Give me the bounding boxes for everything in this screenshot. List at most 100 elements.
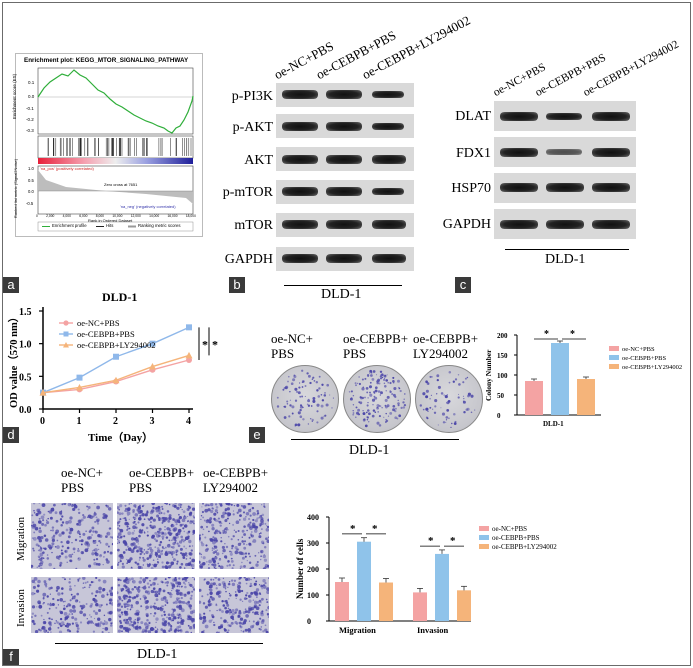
transwell-cell (35, 543, 39, 547)
chart-d-xlabel: Time（Day） (88, 431, 153, 444)
transwell-cell (106, 515, 108, 518)
chart-d-sig-star: * (202, 338, 208, 352)
transwell-cell (102, 516, 106, 520)
colony-dot (352, 394, 355, 397)
transwell-cell (243, 577, 246, 579)
transwell-cell (234, 546, 238, 550)
transwell-cell (241, 622, 245, 626)
transwell-cell (259, 593, 262, 596)
chart-f-bar (335, 582, 349, 621)
colony-label-2: oe-CEBPB+ PBS (343, 331, 408, 361)
transwell-cell (143, 549, 146, 551)
transwell-cell (104, 627, 109, 631)
transwell-cell (218, 631, 221, 633)
transwell-cell (212, 540, 216, 545)
transwell-cell (96, 520, 99, 523)
colony-dot (445, 416, 449, 419)
transwell-cell (118, 554, 122, 558)
transwell-cell (124, 510, 126, 512)
transwell-cell (247, 577, 251, 581)
transwell-cell (146, 557, 150, 560)
transwell-cell (142, 556, 145, 559)
transwell-cell (187, 624, 190, 627)
colony-dot (372, 404, 374, 406)
transwell-cell (126, 603, 130, 608)
transwell-cell (247, 503, 251, 506)
transwell-cell (68, 581, 71, 584)
transwell-cell (253, 577, 256, 579)
transwell-cell (224, 588, 227, 590)
colony-dot (429, 397, 431, 400)
transwell-cell (141, 523, 145, 527)
transwell-cell (226, 603, 230, 607)
transwell-cell (255, 563, 259, 567)
transwell-cell (203, 519, 206, 522)
gsea-zero-cross: Zero cross at 7651 (104, 182, 138, 187)
transwell-cell (31, 537, 34, 540)
transwell-cell (189, 597, 193, 600)
transwell-cell (231, 547, 234, 550)
transwell-cell (249, 503, 252, 506)
transwell-cell (144, 622, 148, 626)
transwell-cell (158, 534, 161, 538)
transwell-cell (171, 539, 173, 541)
transwell-cell (254, 519, 258, 523)
transwell-cell (156, 590, 161, 594)
colony-dot (323, 415, 325, 417)
tw-label-3: oe-CEBPB+ LY294002 (203, 465, 268, 495)
transwell-cell (43, 513, 46, 516)
transwell-cell (76, 523, 79, 525)
transwell-cell (144, 513, 148, 517)
colony-dot (294, 387, 298, 391)
transwell-cell (137, 510, 142, 514)
chart-e-y-tick-label: 0 (497, 412, 501, 420)
transwell-cell (218, 565, 221, 568)
transwell-cell (68, 526, 71, 529)
transwell-cell (235, 597, 237, 600)
transwell-cell (232, 564, 235, 567)
transwell-cell (175, 617, 177, 620)
chart-f-sig-star: * (372, 523, 378, 535)
transwell-cell (200, 553, 203, 556)
transwell-cell (51, 542, 55, 546)
transwell-cell (155, 556, 158, 558)
transwell-cell (208, 619, 212, 623)
transwell-cell (241, 529, 245, 533)
transwell-cell (63, 612, 68, 616)
transwell-cell (228, 564, 231, 567)
transwell-cell (166, 616, 168, 619)
transwell-cell (98, 586, 102, 591)
transwell-cell (135, 593, 140, 598)
transwell-cell (190, 564, 193, 566)
colony-dot (299, 382, 301, 384)
transwell-cell (235, 520, 240, 524)
colony-dot (291, 412, 294, 415)
chart-d-legend-label: oe-CEBPB+PBS (77, 329, 135, 339)
chart-d-ylabel: OD value（570 nm） (7, 312, 20, 408)
colony-label-2-line2: PBS (343, 346, 367, 361)
tw-label-2-line1: oe-CEBPB+ (129, 465, 195, 480)
colony-dot (451, 422, 453, 425)
transwell-cell (266, 525, 269, 529)
transwell-cell (178, 597, 181, 600)
panel-label-d: d (3, 427, 19, 443)
transwell-cell (44, 582, 48, 586)
transwell-cell (61, 621, 65, 625)
colony-dot (440, 392, 444, 395)
transwell-cell (234, 591, 237, 593)
colony-dot (426, 417, 429, 420)
transwell-cell (201, 506, 203, 508)
colony-dot (379, 394, 381, 396)
colony-dot (385, 390, 387, 392)
colony-dot (367, 401, 369, 404)
transwell-cell (242, 505, 247, 509)
wb-b-row-label: p-PI3K (231, 89, 273, 104)
transwell-cell (121, 630, 123, 633)
transwell-cell (217, 625, 222, 630)
transwell-cell (149, 521, 152, 524)
transwell-cell (187, 591, 191, 594)
transwell-cell (49, 603, 53, 607)
transwell-cell (77, 508, 80, 511)
transwell-cell (140, 550, 142, 553)
transwell-cell (243, 533, 247, 536)
